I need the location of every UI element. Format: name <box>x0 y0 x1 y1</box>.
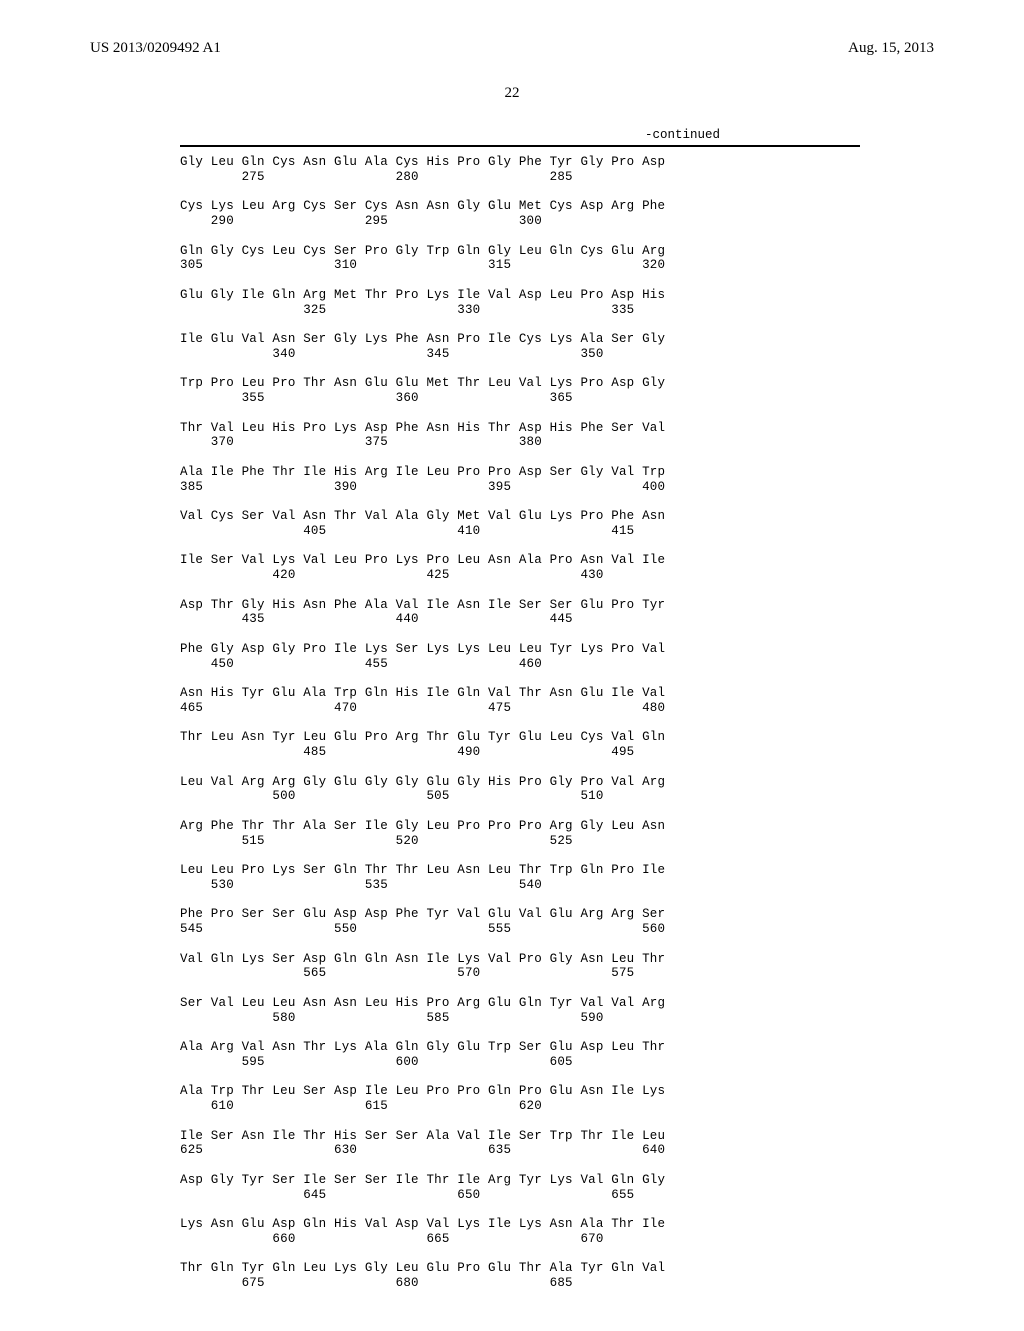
patent-publication-number: US 2013/0209492 A1 <box>90 40 221 57</box>
page-content: US 2013/0209492 A1 Aug. 15, 2013 22 -con… <box>0 0 1024 1331</box>
header-row: US 2013/0209492 A1 Aug. 15, 2013 <box>90 40 934 57</box>
publication-date: Aug. 15, 2013 <box>848 40 934 57</box>
page-number: 22 <box>90 85 934 102</box>
sequence-rule <box>180 145 860 147</box>
continued-label: -continued <box>250 128 720 142</box>
sequence-listing: Gly Leu Gln Cys Asn Glu Ala Cys His Pro … <box>180 155 934 1291</box>
